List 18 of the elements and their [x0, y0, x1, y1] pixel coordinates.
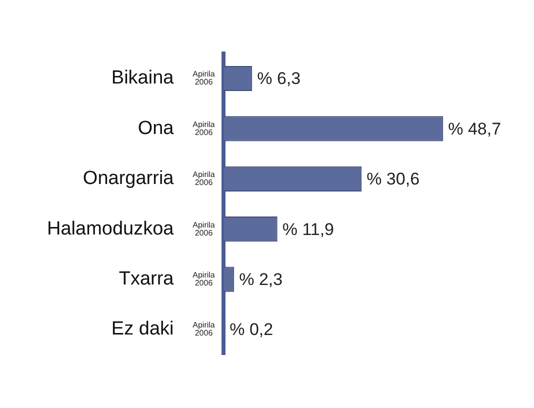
data-label: % 48,7	[448, 119, 502, 138]
text: Apirila 2006	[192, 170, 215, 188]
y-tick-label: Ona	[138, 118, 174, 139]
data-label: % 6,3	[257, 69, 301, 88]
y-tick-label: Ez daki	[111, 318, 174, 340]
data-label: % 0,2	[230, 320, 274, 340]
y-tick-label: Halamoduzkoa	[46, 218, 174, 240]
text: Apirila 2006	[192, 320, 215, 338]
text: Apirila 2006	[192, 120, 215, 137]
y-tick-label: Onargarria	[82, 168, 174, 190]
data-label: % 11,9	[282, 220, 334, 239]
y-tick-label: Txarra	[118, 268, 174, 290]
data-label: % 30,6	[366, 170, 420, 189]
series-label: Apirila 2006	[192, 70, 216, 87]
y-tick-label: Bikaina	[111, 68, 174, 89]
text: Apirila 2006	[192, 270, 215, 288]
data-label: % 2,3	[239, 270, 283, 289]
text: Apirila 2006	[192, 220, 215, 238]
